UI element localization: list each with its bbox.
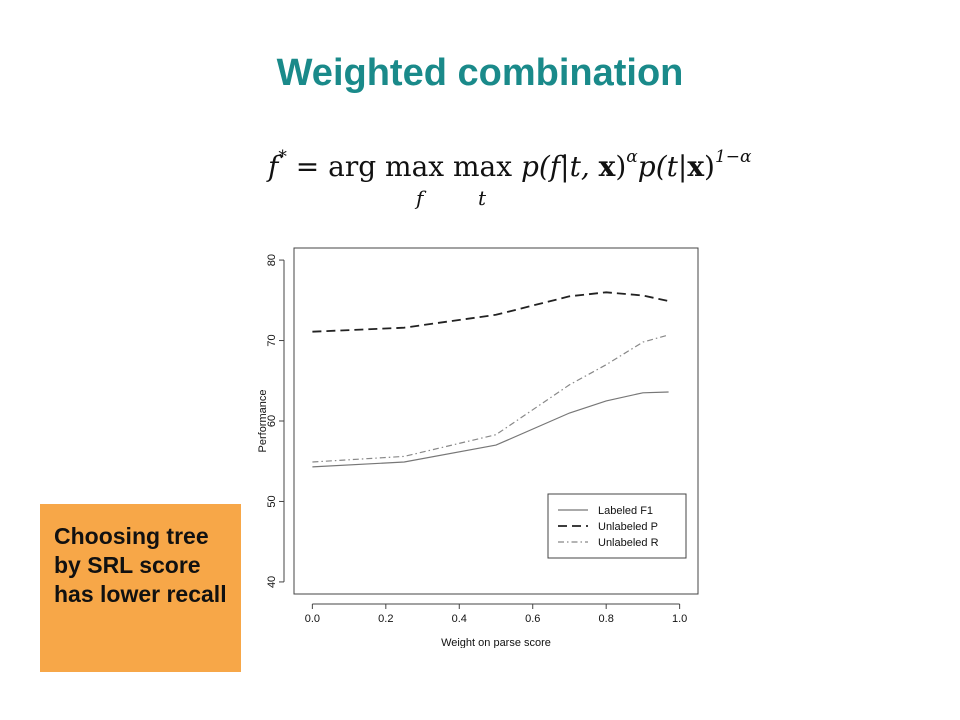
formula-exp1: α bbox=[626, 146, 638, 167]
series-line-unlabeled-p bbox=[312, 291, 669, 333]
x-tick-label: 0.0 bbox=[305, 613, 320, 625]
y-axis-label: Performance bbox=[257, 390, 269, 453]
formula-x1: x bbox=[598, 150, 616, 183]
formula-term2: p(t| bbox=[637, 150, 688, 183]
x-axis: 0.0 0.2 0.4 0.6 0.8 1.0 bbox=[305, 603, 687, 625]
formula: f* = arg max max p(f|t, x)αp(t|x)1−α f t bbox=[268, 146, 788, 214]
legend: Labeled F1 Unlabeled P Unlabeled R bbox=[547, 493, 687, 559]
legend-entry: Unlabeled P bbox=[598, 521, 658, 533]
formula-lhs: f bbox=[268, 150, 279, 183]
series-lines bbox=[312, 291, 669, 468]
y-tick-label: 40 bbox=[266, 576, 278, 588]
formula-max-sub: t bbox=[478, 186, 487, 210]
callout-box: Choosing tree by SRL score has lower rec… bbox=[40, 504, 241, 672]
formula-row: f* = arg max max p(f|t, x)αp(t|x)1−α bbox=[268, 146, 752, 183]
formula-exp2: 1−α bbox=[714, 146, 752, 167]
x-tick-label: 0.6 bbox=[525, 613, 540, 625]
formula-argmax: arg max bbox=[328, 150, 445, 183]
formula-eq: = bbox=[295, 150, 320, 183]
y-tick-label: 80 bbox=[266, 254, 278, 266]
x-tick-label: 0.2 bbox=[378, 613, 393, 625]
y-tick-label: 50 bbox=[266, 495, 278, 507]
formula-argmax-sub: f bbox=[416, 186, 424, 210]
formula-max: max bbox=[453, 150, 513, 183]
formula-close1: ) bbox=[615, 150, 627, 183]
series-line-labeled-f1 bbox=[312, 391, 669, 468]
formula-term1: p(f|t, bbox=[520, 150, 599, 183]
plot-border bbox=[293, 247, 699, 595]
formula-lhs-sup: * bbox=[278, 146, 287, 167]
formula-close2: ) bbox=[704, 150, 715, 183]
x-tick-label: 1.0 bbox=[672, 613, 687, 625]
callout-text: Choosing tree by SRL score has lower rec… bbox=[54, 523, 227, 607]
performance-chart: 40 50 60 70 80 0.0 0.2 0.4 0.6 0.8 1.0 Labeled F1… bbox=[257, 247, 699, 648]
x-axis-label: Weight on parse score bbox=[441, 637, 551, 648]
x-tick-label: 0.4 bbox=[452, 613, 467, 625]
legend-entry: Labeled F1 bbox=[598, 505, 653, 517]
x-tick-label: 0.8 bbox=[599, 613, 614, 625]
plot-frame bbox=[293, 247, 699, 595]
formula-x2: x bbox=[687, 150, 705, 183]
legend-entry: Unlabeled R bbox=[598, 537, 659, 549]
legend-box bbox=[547, 493, 687, 559]
y-tick-label: 70 bbox=[266, 334, 278, 346]
y-tick-label: 60 bbox=[266, 415, 278, 427]
series-line-unlabeled-r bbox=[312, 334, 669, 463]
slide-title: Weighted combination bbox=[276, 52, 684, 94]
y-axis: 40 50 60 70 80 bbox=[266, 254, 285, 588]
